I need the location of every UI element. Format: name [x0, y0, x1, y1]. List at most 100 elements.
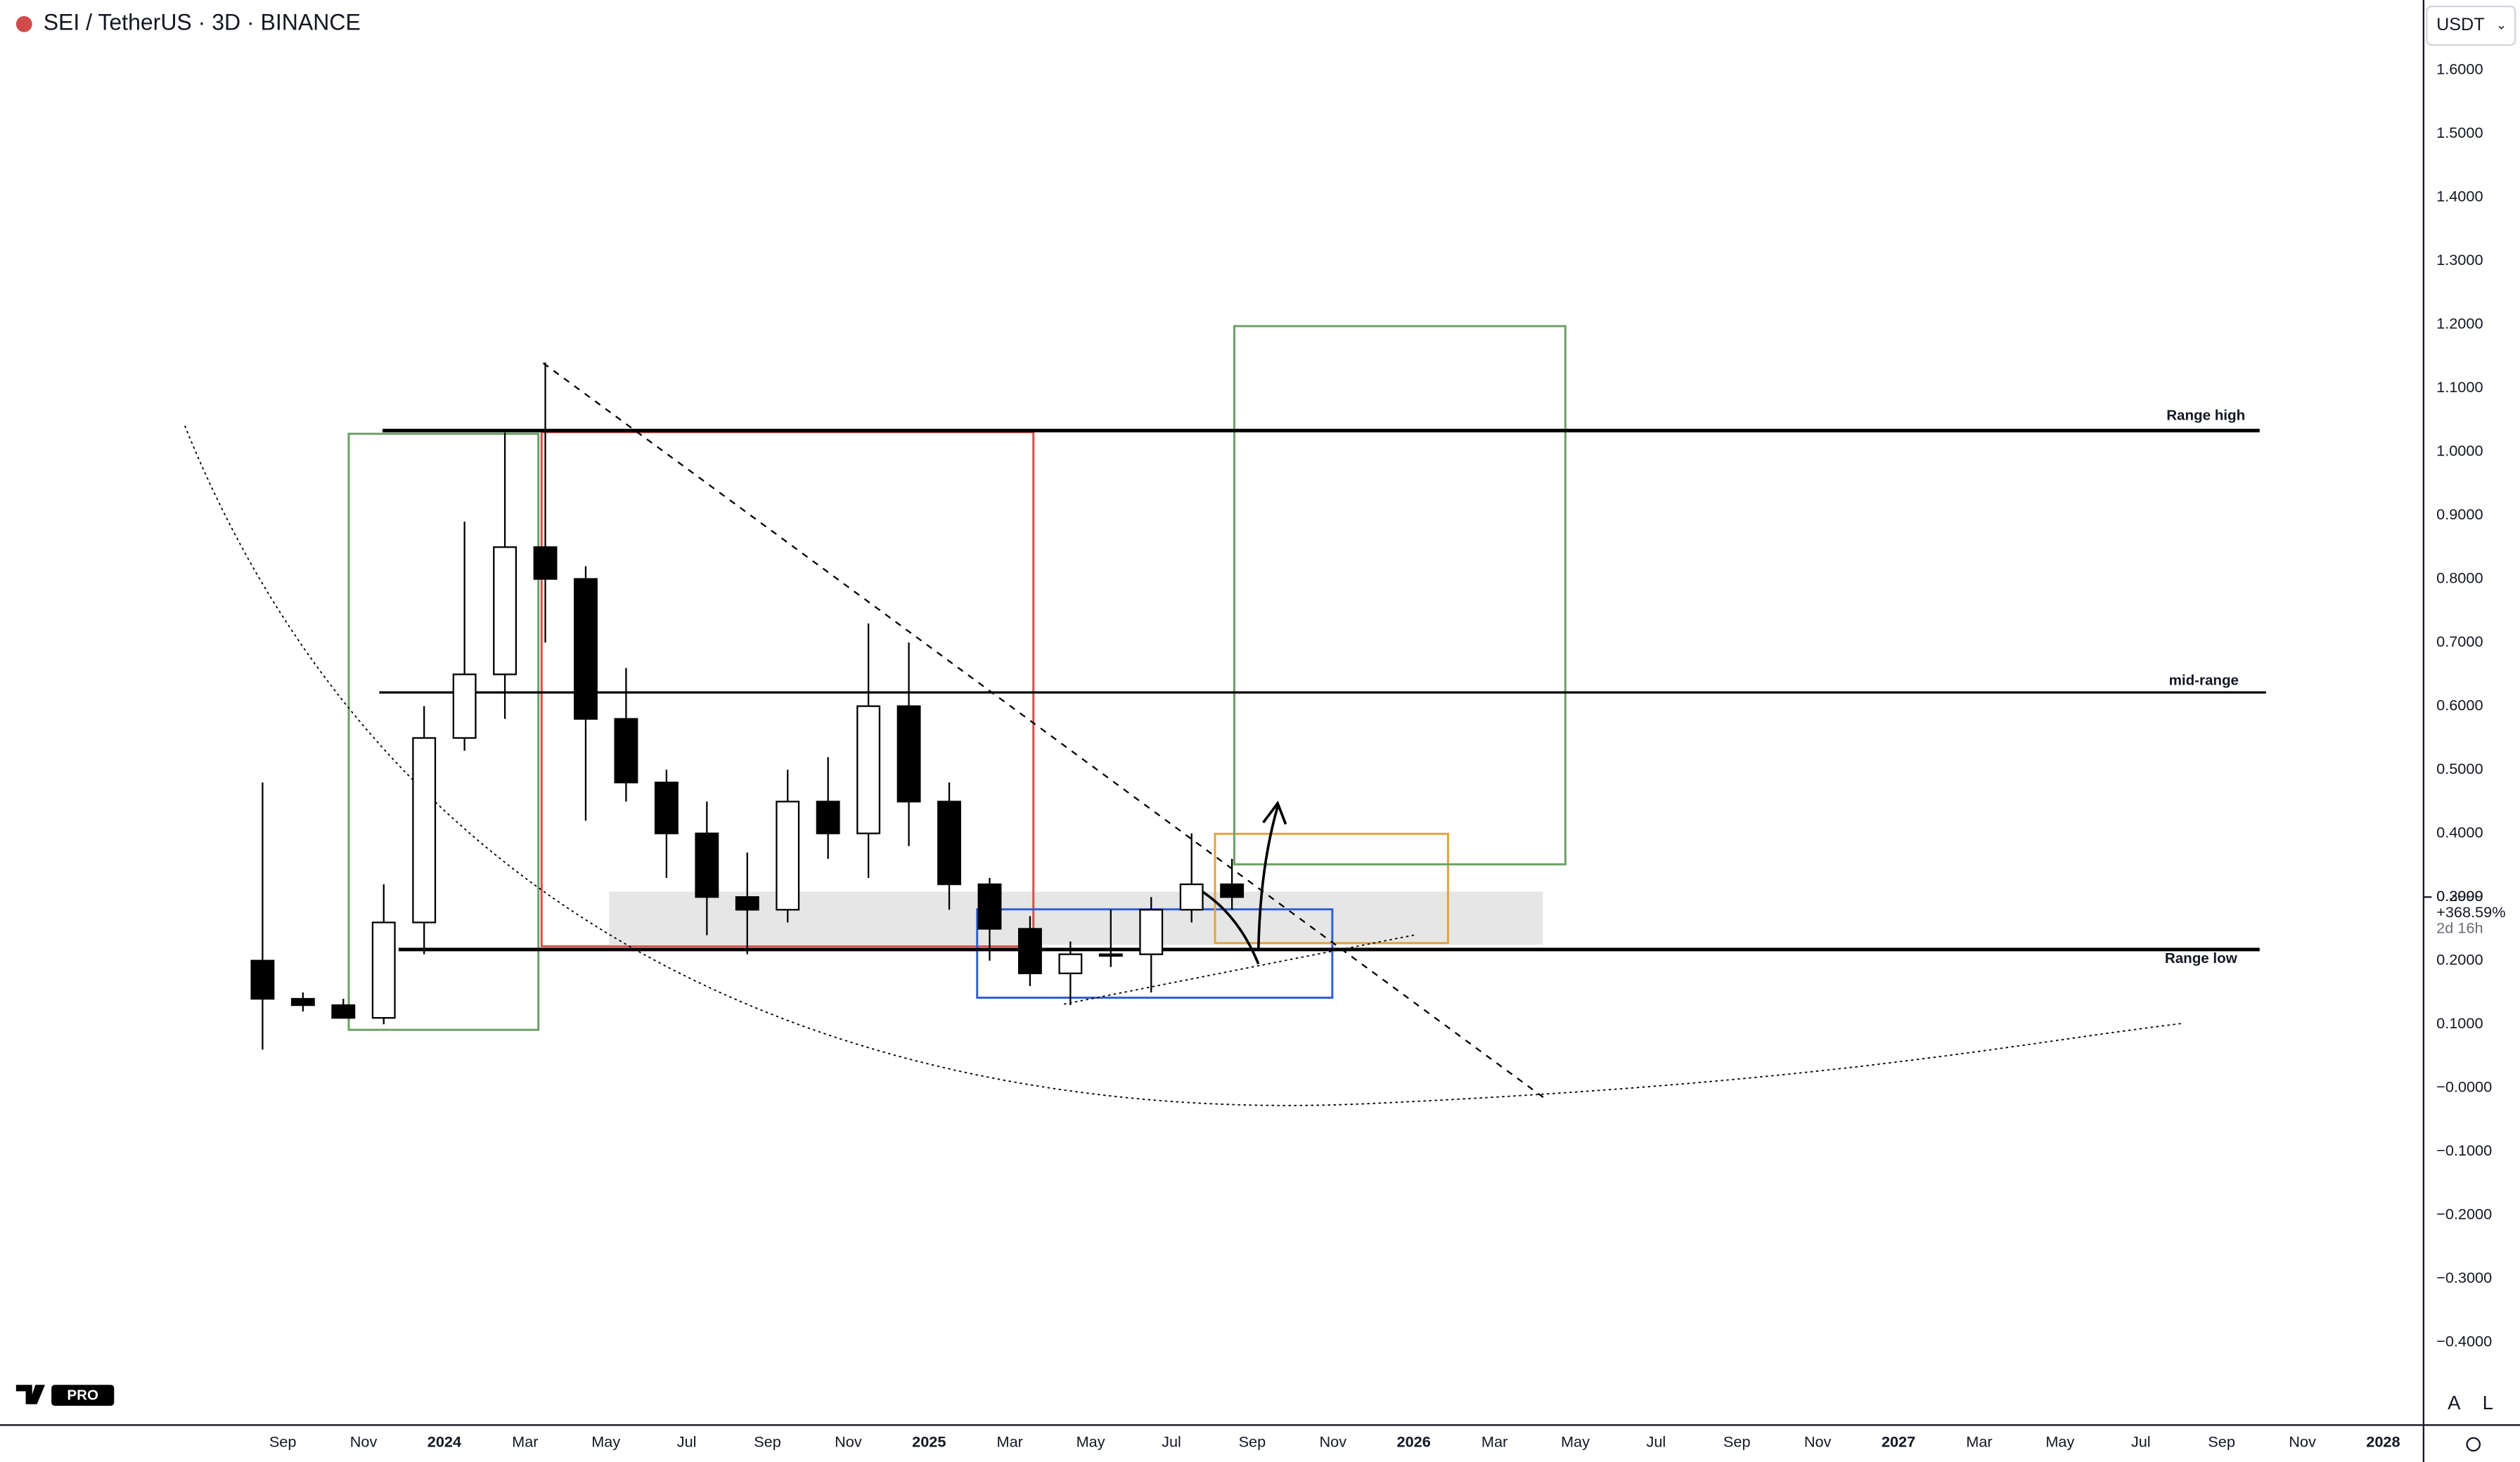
logo-mark: [15, 1385, 45, 1404]
candle-body: [574, 578, 598, 720]
candle-body: [896, 705, 921, 803]
settings-button[interactable]: [2466, 1437, 2481, 1452]
x-tick-label: 2025: [912, 1432, 946, 1450]
y-tick-label: −0.2000: [2436, 1205, 2492, 1222]
x-tick-label: Nov: [1804, 1432, 1832, 1450]
candle-body: [695, 832, 719, 898]
change-label: +368.59%: [2436, 903, 2505, 921]
x-tick-label: May: [1561, 1432, 1590, 1450]
x-tick-label: 2027: [1882, 1432, 1915, 1450]
x-tick-label: Mar: [512, 1432, 538, 1450]
candle-body: [977, 883, 1002, 930]
candle-body: [250, 959, 275, 1000]
x-tick-label: Mar: [1966, 1432, 1992, 1450]
candle-body: [1220, 883, 1245, 898]
candle-body: [1179, 883, 1204, 911]
log-scale-button[interactable]: L: [2483, 1392, 2493, 1414]
currency-button-label[interactable]: USDT: [2436, 15, 2484, 34]
y-tick-label: 0.3000: [2436, 887, 2483, 905]
candle-body: [1017, 928, 1042, 974]
candle-body: [412, 737, 437, 924]
candle-body: [493, 546, 518, 675]
x-tick-label: Sep: [269, 1432, 297, 1450]
trend-line: [542, 362, 1548, 1101]
logo[interactable]: PRO: [15, 1385, 115, 1406]
x-tick-label: Nov: [835, 1432, 862, 1450]
candles: [250, 362, 1245, 1050]
x-tick-label: Sep: [1723, 1432, 1751, 1450]
candle-body: [654, 782, 679, 834]
candle-body: [856, 705, 881, 834]
x-tick-label: 2026: [1397, 1432, 1431, 1450]
x-tick-label: Jul: [677, 1432, 697, 1450]
y-tick-label: −0.4000: [2436, 1332, 2492, 1350]
y-tick-label: 1.6000: [2436, 60, 2483, 77]
y-tick-label: 1.0000: [2436, 441, 2483, 459]
arrow: [1196, 801, 1287, 965]
symbol-icon: [15, 15, 32, 32]
x-tick-label: Sep: [1239, 1432, 1266, 1450]
x-tick-label: 2028: [2366, 1432, 2400, 1450]
currency-button[interactable]: [2426, 6, 2516, 46]
y-tick-label: 0.8000: [2436, 569, 2483, 586]
x-tick-label: Jul: [2131, 1432, 2151, 1450]
x-tick-label: 2024: [428, 1432, 461, 1450]
candle-body: [1058, 953, 1083, 974]
y-tick-label: 1.2000: [2436, 314, 2483, 332]
y-tick-label: 0.6000: [2436, 696, 2483, 713]
box: [1233, 325, 1567, 866]
candle-body: [776, 801, 800, 911]
x-tick-label: Jul: [1646, 1432, 1666, 1450]
y-tick-label: 0.7000: [2436, 633, 2483, 650]
y-tick-label: 1.5000: [2436, 124, 2483, 141]
candle-body: [371, 921, 396, 1019]
candle-body: [331, 1004, 356, 1019]
logo-badge: [51, 1385, 115, 1406]
x-tick-label: Sep: [754, 1432, 781, 1450]
arc: [184, 425, 2183, 1106]
box: [1214, 832, 1449, 945]
auto-scale-button[interactable]: A: [2448, 1392, 2461, 1414]
x-tick-label: Jul: [1162, 1432, 1181, 1450]
candle-body: [614, 718, 638, 784]
annotation: Range high: [2166, 407, 2245, 423]
dropdown-caret[interactable]: ⌄: [2496, 17, 2507, 32]
last-price-label: 0.2999: [2436, 887, 2483, 905]
y-tick-label: 0.1000: [2436, 1014, 2483, 1032]
y-tick-label: −0.3000: [2436, 1269, 2492, 1286]
y-tick-label: 0.4000: [2436, 823, 2483, 841]
trend-line: [1063, 934, 1415, 1005]
candle-body: [816, 801, 840, 834]
y-tick-label: 1.4000: [2436, 187, 2483, 205]
x-tick-label: May: [591, 1432, 620, 1450]
y-tick-label: 0.9000: [2436, 505, 2483, 523]
y-tick-label: −0.1000: [2436, 1141, 2492, 1159]
logo-text: PRO: [67, 1387, 98, 1404]
zone: [609, 891, 1543, 945]
candle-body: [1098, 953, 1123, 957]
x-tick-label: Nov: [350, 1432, 378, 1450]
countdown-label: 2d 16h: [2436, 919, 2483, 937]
x-tick-label: Sep: [2208, 1432, 2235, 1450]
y-tick-label: −0.0000: [2436, 1078, 2492, 1095]
chart-title: SEI / TetherUS · 3D · BINANCE: [44, 10, 361, 35]
annotation: Range low: [2165, 950, 2238, 966]
y-tick-label: 1.3000: [2436, 251, 2483, 269]
candle-body: [735, 896, 759, 911]
x-tick-label: Nov: [2289, 1432, 2316, 1450]
x-tick-label: May: [2045, 1432, 2074, 1450]
x-tick-label: May: [1076, 1432, 1105, 1450]
y-tick-label: 0.5000: [2436, 760, 2483, 777]
x-tick-label: Nov: [1319, 1432, 1346, 1450]
x-tick-label: Mar: [996, 1432, 1022, 1450]
candle-body: [937, 801, 961, 886]
box: [347, 432, 540, 1031]
candle-body: [1139, 909, 1164, 955]
candle-body: [290, 997, 315, 1007]
candle-body: [533, 546, 558, 580]
x-tick-label: Mar: [1481, 1432, 1508, 1450]
y-tick-label: 0.2000: [2436, 950, 2483, 968]
candle-body: [452, 673, 477, 739]
